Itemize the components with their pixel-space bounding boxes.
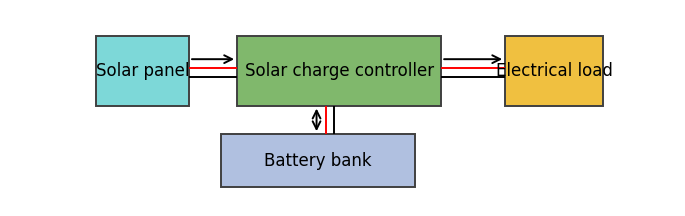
Bar bbox=[237, 36, 441, 106]
Text: Electrical load: Electrical load bbox=[496, 62, 612, 80]
Bar bbox=[96, 36, 189, 106]
Text: Solar charge controller: Solar charge controller bbox=[245, 62, 434, 80]
Text: Solar panel: Solar panel bbox=[96, 62, 190, 80]
Bar bbox=[505, 36, 603, 106]
Bar bbox=[221, 134, 415, 187]
Text: Battery bank: Battery bank bbox=[264, 152, 372, 170]
